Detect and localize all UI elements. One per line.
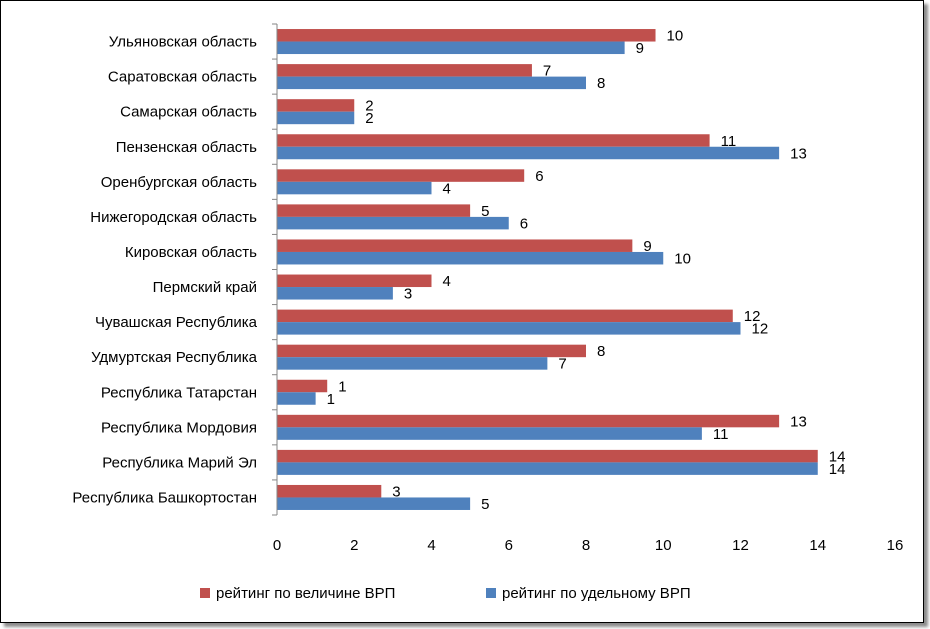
data-label: 5 [481,496,489,513]
bar-vrp-per-capita [277,357,548,370]
data-label: 6 [520,215,528,232]
bar-vrp-size [277,484,382,498]
bar-vrp-per-capita [277,181,432,195]
data-label: 2 [365,98,373,115]
data-label: 10 [674,250,691,267]
category-label: Нижегородская область [90,209,257,226]
bar-vrp-size [277,379,328,393]
bar-vrp-size [277,449,818,463]
data-label: 13 [790,413,807,430]
category-label: Оренбургская область [101,174,257,191]
bar-vrp-per-capita [277,497,471,510]
x-tick-label: 2 [350,537,358,554]
bar-vrp-per-capita [277,287,393,300]
category-label: Республика Башкортостан [72,489,257,506]
bar-vrp-per-capita [277,462,818,475]
category-label: Удмуртская Республика [91,349,258,366]
data-label: 14 [829,448,846,465]
bar-vrp-per-capita [277,322,741,335]
bar-vrp-size [277,169,525,182]
data-label: 6 [535,168,543,185]
category-label: Саратовская область [108,69,257,86]
data-label: 12 [752,321,769,338]
bar-vrp-per-capita [277,427,702,440]
data-label: 7 [543,63,551,80]
legend-swatch [200,588,210,598]
bar-vrp-size [277,134,710,147]
category-label: Чувашская Республика [95,314,258,331]
bar-vrp-per-capita [277,41,625,55]
bar-vrp-size [277,204,471,217]
data-label: 5 [481,203,489,220]
bar-vrp-size [277,99,355,112]
bar-vrp-per-capita [277,216,509,230]
bar-vrp-size [277,29,656,42]
category-label: Кировская область [125,244,257,261]
bar-vrp-per-capita [277,146,780,160]
category-label: Пермский край [153,279,257,296]
data-label: 8 [597,75,605,92]
bar-vrp-per-capita [277,251,664,265]
legend-swatch [486,588,496,598]
bar-vrp-size [277,64,532,77]
data-label: 9 [636,40,644,57]
category-label: Ульяновская область [109,34,257,51]
category-label: Республика Марий Эл [102,454,257,471]
bar-vrp-size [277,414,780,428]
category-label: Республика Мордовия [101,419,257,436]
data-label: 1 [327,391,335,408]
data-label: 2 [365,110,373,127]
x-tick-label: 8 [582,537,590,554]
x-tick-label: 4 [427,537,435,554]
x-tick-label: 6 [505,537,513,554]
legend-label: рейтинг по удельному ВРП [502,585,691,602]
bar-vrp-size [277,344,586,358]
legend: рейтинг по величине ВРП рейтинг по удельн… [200,585,691,602]
data-label: 12 [744,308,761,325]
x-tick-label: 16 [887,537,904,554]
x-tick-label: 0 [273,537,281,554]
bar-vrp-per-capita [277,111,355,125]
category-label: Пензенская область [116,139,257,156]
data-label: 11 [721,133,737,150]
data-label: 3 [404,286,412,303]
x-tick-label: 10 [655,537,672,554]
bar-vrp-size [277,274,432,288]
data-label: 1 [338,378,346,395]
data-label: 4 [443,180,451,197]
data-label: 11 [713,426,729,443]
data-label: 4 [443,273,451,290]
x-tick-label: 14 [809,537,826,554]
x-tick-label: 12 [732,537,749,554]
data-label: 7 [558,356,566,373]
data-label: 9 [643,238,651,255]
bars-layer [277,29,818,510]
data-label: 8 [597,343,605,360]
data-label: 10 [667,28,684,45]
bar-vrp-per-capita [277,392,316,405]
data-label: 3 [392,483,400,500]
bar-vrp-size [277,309,733,323]
bar-vrp-per-capita [277,76,586,90]
legend-label: рейтинг по величине ВРП [216,585,395,602]
data-label: 14 [829,461,846,478]
axes-layer [272,23,278,516]
bar-vrp-size [277,239,633,252]
data-label: 13 [790,145,807,162]
category-label: Самарская область [120,104,257,121]
category-label: Республика Татарстан [101,384,257,401]
